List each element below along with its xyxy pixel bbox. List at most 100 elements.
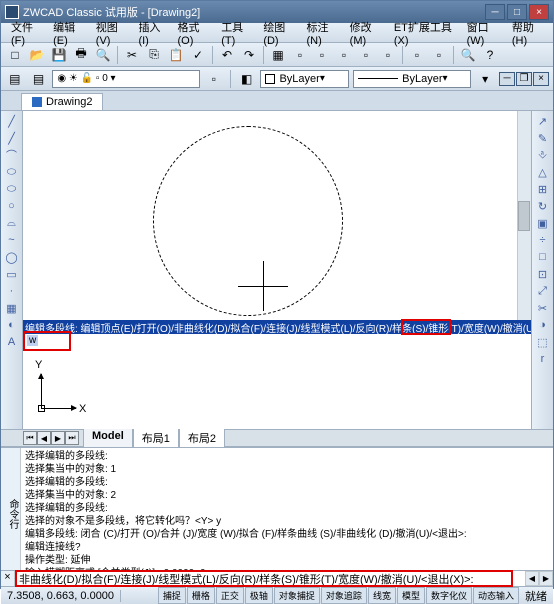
tool-icon[interactable]: ▫ [290,45,310,65]
canvas[interactable]: Y X 编辑多段线: 编辑顶点(E)/打开(O)/非曲线化(D)/拟合(F)/连… [23,111,531,429]
command-input-row: × 非曲线化(D)/拟合(F)/连接(J)/线型模式(L)/反向(R)/样条(S… [1,570,553,586]
status-toggle-button[interactable]: 数字化仪 [426,587,472,604]
status-toggle-button[interactable]: 极轴 [245,587,273,604]
save-icon[interactable]: 💾 [49,45,69,65]
redo-icon[interactable]: ↷ [239,45,259,65]
status-toggle-button[interactable]: 正交 [216,587,244,604]
color-combo[interactable]: ByLayer ▾ [260,70,349,88]
circle-entity [153,126,343,316]
tab-first-button[interactable]: ⏮ [23,431,37,445]
status-text: 就绪 [519,588,553,604]
tab-next-button[interactable]: ▶ [51,431,65,445]
doc-icon [32,97,42,107]
command-input[interactable]: 非曲线化(D)/拟合(F)/连接(J)/线型模式(L)/反向(R)/样条(S)/… [15,571,525,586]
draw-tool-button[interactable]: ◯ [3,249,21,265]
workspace: ╱╱⌒⬭⬭○⌓~◯▭·▦◐A Y X 编辑多段线: 编辑顶点(E)/打开(O)/… [1,111,553,429]
draw-tool-button[interactable]: ⬭ [3,181,21,197]
draw-tool-button[interactable]: ▦ [3,300,21,316]
draw-tool-button[interactable]: ▭ [3,266,21,282]
tool-icon[interactable]: ▫ [429,45,449,65]
new-icon[interactable]: □ [5,45,25,65]
model-tabs: ⏮ ◀ ▶ ⏭ Model布局1布局2 [1,429,553,447]
modify-tool-button[interactable]: ◑ [534,317,552,333]
doc-restore-button[interactable]: ❐ [516,72,532,86]
modify-tool-button[interactable]: ▣ [534,215,552,231]
open-icon[interactable]: 📂 [27,45,47,65]
color-icon[interactable]: ◧ [237,69,257,89]
status-toggle-button[interactable]: 对象追踪 [321,587,367,604]
modify-tool-button[interactable]: ✎ [534,130,552,146]
linetype-combo[interactable]: ByLayer ▾ [353,70,471,88]
modify-tool-button[interactable]: ↗ [534,113,552,129]
draw-tool-button[interactable]: ◐ [3,317,21,333]
tool-icon[interactable]: ▫ [312,45,332,65]
layer-icon[interactable]: ▤ [29,69,49,89]
paste-icon[interactable]: 📋 [166,45,186,65]
doc-min-button[interactable]: ─ [499,72,515,86]
draw-tool-button[interactable]: · [3,283,21,299]
zoom-icon[interactable]: 🔍 [458,45,478,65]
print-icon[interactable]: 🖶 [71,45,91,65]
modify-tool-button[interactable]: ⬚ [534,334,552,350]
layer-icon[interactable]: ▤ [5,69,25,89]
modify-tool-button[interactable]: ÷ [534,232,552,248]
tool-icon[interactable]: ▾ [475,69,495,89]
draw-tool-button[interactable]: ╱ [3,113,21,129]
modify-tool-button[interactable]: ✂ [534,300,552,316]
prompt-line: 编辑多段线: 编辑顶点(E)/打开(O)/非曲线化(D)/拟合(F)/连接(J)… [23,320,531,334]
preview-icon[interactable]: 🔍 [93,45,113,65]
doc-tab[interactable]: Drawing2 [21,93,103,110]
status-toggle-button[interactable]: 模型 [397,587,425,604]
toolbar-1: □ 📂 💾 🖶 🔍 ✂ ⎘ 📋 ✓ ↶ ↷ ▦ ▫ ▫ ▫ ▫ ▫ ▫ ▫ 🔍 … [1,43,553,67]
match-icon[interactable]: ✓ [188,45,208,65]
status-toggle-button[interactable]: 动态输入 [473,587,519,604]
draw-tool-button[interactable]: A [3,334,21,350]
command-close-button[interactable]: × [1,571,15,586]
menubar: 文件(F)编辑(E)视图(V)插入(I)格式(O)工具(T)绘图(D)标注(N)… [1,23,553,43]
modify-toolbar: ↗✎⎀△⊞↻▣÷□⊡⤢✂◑⬚r [531,111,553,429]
status-toggle-button[interactable]: 栅格 [187,587,215,604]
draw-tool-button[interactable]: ⌓ [3,215,21,231]
copy-icon[interactable]: ⎘ [144,45,164,65]
tool-icon[interactable]: ▫ [334,45,354,65]
layer-combo[interactable]: ◉ ☀ 🔓 ▫ 0 ▾ [52,70,200,88]
layer-icon[interactable]: ▫ [204,69,224,89]
model-tab[interactable]: 布局2 [179,428,225,448]
tool-icon[interactable]: ▫ [356,45,376,65]
draw-tool-button[interactable]: ⌒ [3,147,21,163]
inline-input[interactable]: w [27,335,38,346]
modify-tool-button[interactable]: ⊞ [534,181,552,197]
highlight-box [401,319,451,335]
draw-tool-button[interactable]: ~ [3,232,21,248]
modify-tool-button[interactable]: △ [534,164,552,180]
modify-tool-button[interactable]: r [534,351,552,367]
doc-tab-label: Drawing2 [46,96,92,108]
status-toggle-button[interactable]: 对象捕捉 [274,587,320,604]
command-scroll[interactable]: ◀▶ [525,571,553,586]
help-icon[interactable]: ? [480,45,500,65]
menu-item[interactable]: 帮助(H) [506,17,549,49]
tool-icon[interactable]: ▫ [407,45,427,65]
modify-tool-button[interactable]: □ [534,249,552,265]
command-log: 选择编辑的多段线: 选择集当中的对象: 1 选择编辑的多段线: 选择集当中的对象… [21,448,553,570]
tool-icon[interactable]: ▫ [378,45,398,65]
modify-tool-button[interactable]: ⊡ [534,266,552,282]
draw-toolbar: ╱╱⌒⬭⬭○⌓~◯▭·▦◐A [1,111,23,429]
modify-tool-button[interactable]: ⤢ [534,283,552,299]
status-toggle-button[interactable]: 线宽 [368,587,396,604]
tab-last-button[interactable]: ⏭ [65,431,79,445]
draw-tool-button[interactable]: ○ [3,198,21,214]
cut-icon[interactable]: ✂ [122,45,142,65]
draw-tool-button[interactable]: ╱ [3,130,21,146]
model-tab[interactable]: 布局1 [133,428,179,448]
undo-icon[interactable]: ↶ [217,45,237,65]
modify-tool-button[interactable]: ⎀ [534,147,552,163]
doc-close-button[interactable]: × [533,72,549,86]
status-toggle-button[interactable]: 捕捉 [158,587,186,604]
draw-tool-button[interactable]: ⬭ [3,164,21,180]
modify-tool-button[interactable]: ↻ [534,198,552,214]
vertical-scrollbar[interactable] [517,111,531,320]
tool-icon[interactable]: ▦ [268,45,288,65]
tab-prev-button[interactable]: ◀ [37,431,51,445]
model-tab[interactable]: Model [83,428,133,448]
